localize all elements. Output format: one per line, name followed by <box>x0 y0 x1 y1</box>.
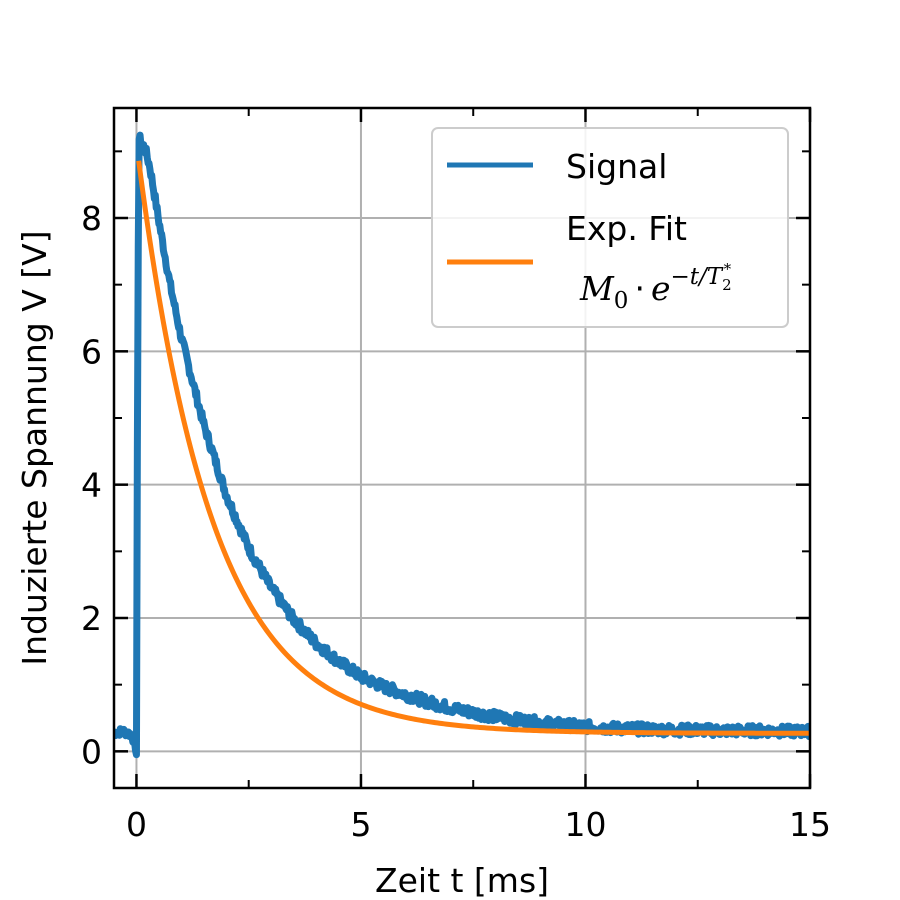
y-tick-label-4: 8 <box>81 199 102 238</box>
legend-signal-label: Signal <box>566 147 667 186</box>
signal-series-line <box>114 131 810 759</box>
x-axis-label: Zeit t [ms] <box>375 861 549 900</box>
tick-labels: 0 5 10 15 0 2 4 6 8 <box>81 199 831 844</box>
legend-box <box>431 127 789 328</box>
plot-frame <box>112 106 812 790</box>
x-tick-label-0: 0 <box>126 805 147 844</box>
y-axis-label: Induzierte Spannung V [V] <box>15 230 54 665</box>
series-layer <box>114 131 810 759</box>
ticks <box>114 108 812 788</box>
y-tick-label-0: 0 <box>81 732 102 771</box>
x-tick-label-2: 10 <box>564 805 606 844</box>
legend: Signal Exp. Fit M0 · e−t/T2* <box>431 127 789 328</box>
y-tick-label-3: 6 <box>81 332 102 371</box>
legend-fit-formula: M0 · e−t/T2* <box>579 260 732 314</box>
fit-series-line <box>136 160 810 736</box>
legend-fit-label: Exp. Fit <box>566 209 687 248</box>
x-tick-label-1: 5 <box>350 805 371 844</box>
x-tick-label-3: 15 <box>789 805 831 844</box>
y-tick-label-2: 4 <box>81 466 102 505</box>
y-tick-label-1: 2 <box>81 599 102 638</box>
